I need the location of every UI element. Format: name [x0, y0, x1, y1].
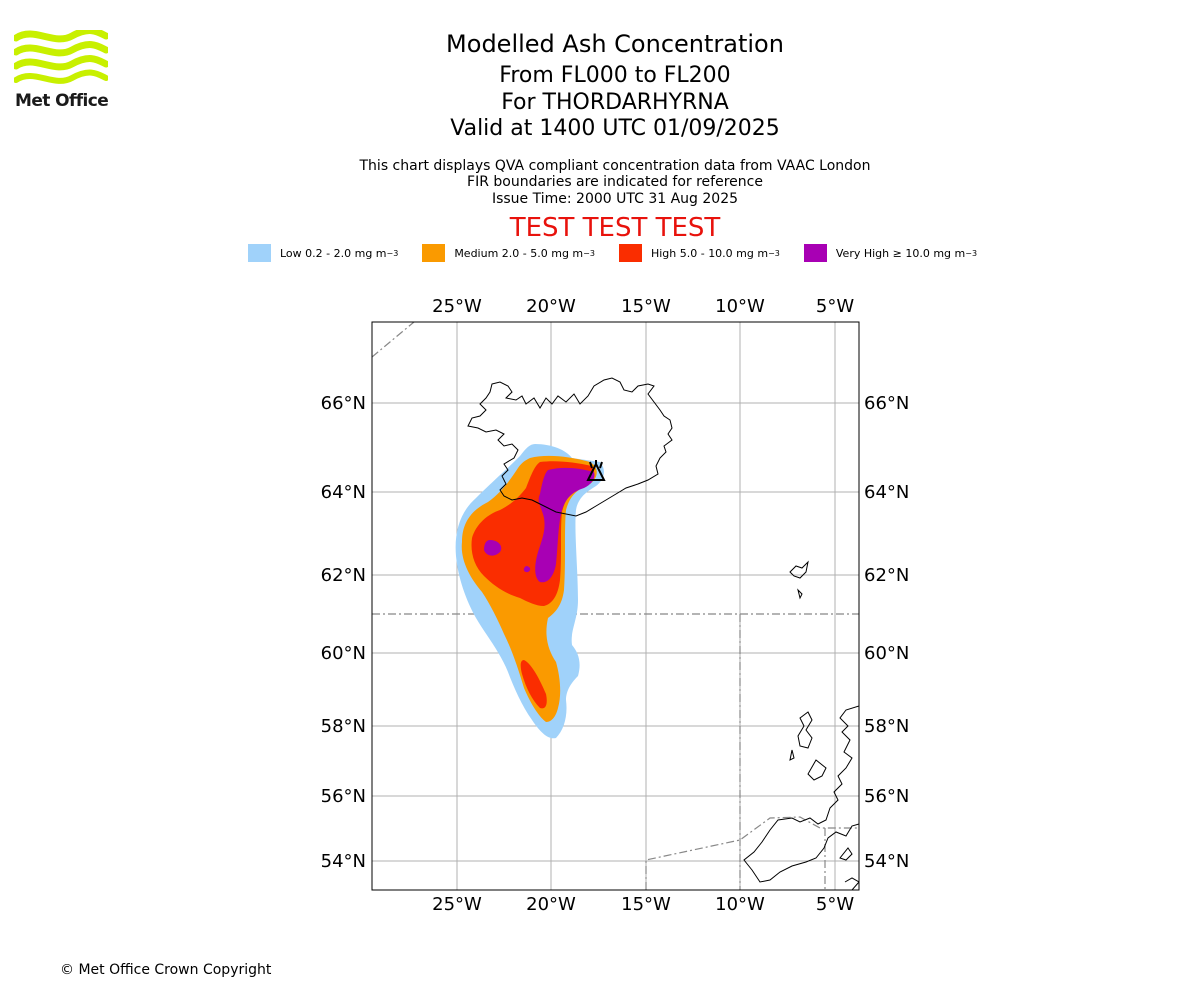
- subtitle-fir: FIR boundaries are indicated for referen…: [467, 174, 763, 190]
- legend-item-very-high: Very High ≥ 10.0 mg m −3: [803, 244, 978, 262]
- legend-item-low: Low 0.2 - 2.0 mg m −3: [248, 244, 398, 262]
- subtitle-qva: This chart displays QVA compliant concen…: [359, 158, 871, 174]
- ash-high-region: [471, 461, 594, 709]
- lon-label-bottom: 10°W: [715, 894, 765, 915]
- coastlines: [467, 377, 859, 890]
- lon-label-bottom: 15°W: [621, 894, 671, 915]
- ash-very-high-region: [484, 467, 595, 583]
- lat-label-left: 62°N: [321, 565, 366, 586]
- legend-unit-exp-high: −3: [768, 248, 780, 258]
- lon-label-top: 20°W: [526, 296, 576, 317]
- lon-label-top: 5°W: [816, 296, 854, 317]
- lon-label-top: 10°W: [715, 296, 765, 317]
- lat-label-right: 64°N: [864, 482, 909, 503]
- legend-item-high: High 5.0 - 10.0 mg m −3: [618, 244, 780, 262]
- legend-swatch-high: [618, 244, 642, 262]
- fir-boundaries: [372, 322, 859, 890]
- lat-label-right: 60°N: [864, 643, 909, 664]
- flight-level-range: From FL000 to FL200: [499, 63, 731, 88]
- legend-label-medium: Medium 2.0 - 5.0 mg m: [454, 246, 584, 260]
- lat-label-right: 54°N: [864, 851, 909, 872]
- valid-time: Valid at 1400 UTC 01/09/2025: [450, 116, 780, 141]
- met-office-logo: Met Office: [12, 27, 110, 112]
- logo-text: Met Office: [15, 91, 109, 111]
- lat-label-right: 56°N: [864, 786, 909, 807]
- chart-title: Modelled Ash Concentration: [446, 30, 784, 58]
- lat-label-left: 58°N: [321, 716, 366, 737]
- lat-label-right: 66°N: [864, 393, 909, 414]
- lon-label-bottom: 20°W: [526, 894, 576, 915]
- legend-swatch-low: [248, 244, 271, 262]
- lat-label-left: 56°N: [321, 786, 366, 807]
- lat-label-right: 58°N: [864, 716, 909, 737]
- lon-label-bottom: 5°W: [816, 894, 854, 915]
- lat-label-right: 62°N: [864, 565, 909, 586]
- issue-time: Issue Time: 2000 UTC 31 Aug 2025: [491, 191, 739, 207]
- volcano-name: For THORDARHYRNA: [501, 90, 729, 115]
- lat-labels-right: 66°N 64°N 62°N 60°N 58°N 56°N 54°N: [864, 393, 909, 872]
- volcano-triangle-icon: [586, 460, 606, 481]
- legend-swatch-very-high: [803, 244, 827, 262]
- lon-label-top: 15°W: [621, 296, 671, 317]
- lat-label-left: 66°N: [321, 393, 366, 414]
- legend-label-very-high: Very High ≥ 10.0 mg m: [835, 246, 966, 260]
- legend-item-medium: Medium 2.0 - 5.0 mg m −3: [422, 244, 595, 262]
- legend-unit-exp-low: −3: [386, 248, 399, 258]
- met-office-waves-icon: [12, 27, 110, 84]
- legend-label-high: High 5.0 - 10.0 mg m: [650, 246, 769, 260]
- legend-swatch-medium: [422, 244, 446, 262]
- legend-unit-exp-very-high: −3: [965, 248, 978, 258]
- lat-label-left: 64°N: [321, 482, 366, 503]
- lat-label-left: 54°N: [321, 851, 366, 872]
- legend-unit-exp-medium: −3: [583, 248, 595, 258]
- lat-label-left: 60°N: [321, 643, 366, 664]
- legend-label-low: Low 0.2 - 2.0 mg m: [280, 246, 387, 260]
- test-warning: TEST TEST TEST: [509, 213, 721, 243]
- lat-labels-left: 66°N 64°N 62°N 60°N 58°N 56°N 54°N: [321, 393, 366, 872]
- lon-label-bottom: 25°W: [432, 894, 482, 915]
- lon-label-top: 25°W: [432, 296, 482, 317]
- map-frame: [371, 321, 860, 891]
- copyright-notice: © Met Office Crown Copyright: [60, 962, 272, 978]
- grid-lines: [372, 322, 859, 890]
- lon-labels-top: 25°W 20°W 15°W 10°W 5°W: [432, 296, 854, 317]
- lon-labels-bottom: 25°W 20°W 15°W 10°W 5°W: [432, 894, 854, 915]
- legend: Low 0.2 - 2.0 mg m −3 Medium 2.0 - 5.0 mg…: [248, 244, 1001, 262]
